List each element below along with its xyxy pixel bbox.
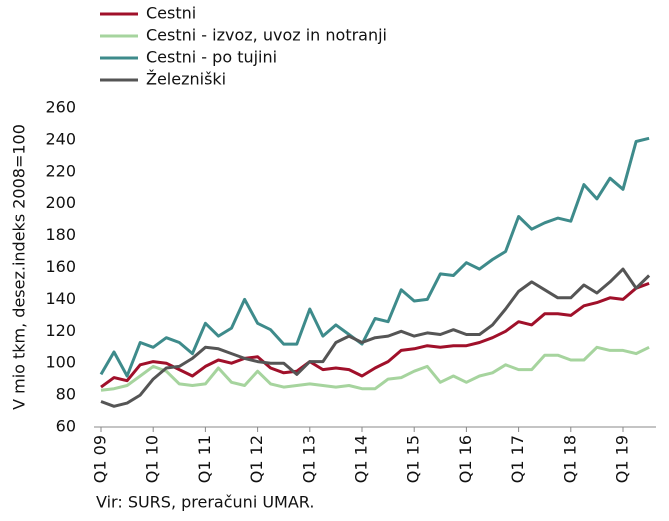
x-tick-label: Q1 19 <box>613 435 632 483</box>
series-line <box>100 267 651 408</box>
y-axis-label: V mio tkm, desez.indeks 2008=100 <box>10 124 29 410</box>
y-tick-label: 60 <box>56 417 76 436</box>
x-tick-label: Q1 11 <box>195 435 214 483</box>
x-tick-label: Q1 10 <box>143 435 162 483</box>
y-tick-label: 100 <box>45 353 76 372</box>
source: Vir: SURS, preračuni UMAR. <box>96 493 314 512</box>
y-tick-label: 140 <box>45 289 76 308</box>
y-tick-label: 220 <box>45 161 76 180</box>
y-tick-label: 80 <box>56 385 76 404</box>
y-tick-label: 240 <box>45 129 76 148</box>
y-tick-label: 160 <box>45 257 76 276</box>
y-tick-label: 180 <box>45 225 76 244</box>
series-line <box>100 281 650 389</box>
x-tick-label: Q1 18 <box>560 435 579 483</box>
x-tick-label: Q1 12 <box>247 435 266 483</box>
x-tick-label: Q1 16 <box>456 435 475 483</box>
x-tick-label: Q1 09 <box>91 435 110 483</box>
legend-label: Cestni - po tujini <box>146 48 277 67</box>
y-tick-label: 260 <box>45 98 76 117</box>
x-tick-label: Q1 15 <box>404 435 423 483</box>
series-line <box>99 136 650 378</box>
y-tick-label: 120 <box>45 321 76 340</box>
x-tick-label: Q1 14 <box>352 435 371 483</box>
series-line <box>100 345 650 392</box>
x-tick-label: Q1 17 <box>508 435 527 483</box>
x-tick-label: Q1 13 <box>299 435 318 483</box>
legend-label: Cestni - izvoz, uvoz in notranji <box>146 26 387 45</box>
legend-label: Cestni <box>146 4 196 23</box>
legend-label: Železniški <box>146 70 226 89</box>
y-tick-label: 200 <box>45 193 76 212</box>
